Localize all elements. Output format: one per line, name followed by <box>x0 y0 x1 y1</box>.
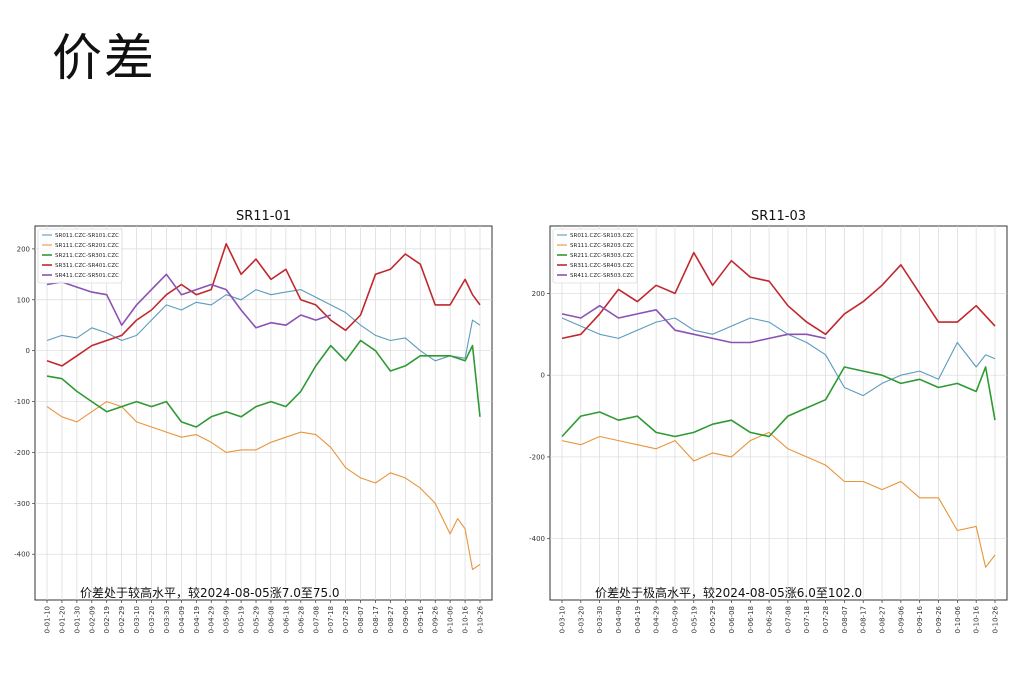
x-tick-label: 0-05-09 <box>223 606 231 633</box>
chart-legend: SR011.CZC-SR101.CZC SR111.CZC-SR201.CZC SR… <box>37 228 123 284</box>
y-tick-label: 100 <box>17 296 30 304</box>
y-tick-label: -300 <box>14 500 30 508</box>
x-tick-label: 0-10-06 <box>954 605 962 633</box>
legend-label: SR411.CZC-SR503.CZC <box>570 273 634 279</box>
series-line-4 <box>46 243 481 367</box>
x-tick-label: 0-07-28 <box>342 606 350 633</box>
legend-label: SR111.CZC-SR203.CZC <box>570 243 634 249</box>
x-tick-label: 0-10-16 <box>462 605 470 633</box>
x-tick-label: 0-05-19 <box>238 606 246 633</box>
x-tick-label: 0-09-06 <box>402 605 410 633</box>
x-tick-label: 0-03-10 <box>559 606 567 633</box>
legend-label: SR211.CZC-SR301.CZC <box>55 253 119 259</box>
x-tick-label: 0-09-26 <box>432 605 440 633</box>
x-tick-label: 0-09-16 <box>417 605 425 633</box>
legend-label: SR311.CZC-SR403.CZC <box>570 263 634 269</box>
x-tick-label: 0-04-19 <box>193 606 201 633</box>
x-tick-label: 0-07-18 <box>803 606 811 633</box>
y-tick-label: -100 <box>14 398 30 406</box>
x-tick-label: 0-08-27 <box>879 606 887 633</box>
x-tick-label: 0-05-09 <box>671 606 679 633</box>
x-tick-label: 0-06-28 <box>297 606 305 633</box>
y-tick-label: -200 <box>14 449 30 457</box>
x-tick-label: 0-07-28 <box>822 606 830 633</box>
y-tick-label: -200 <box>529 453 545 461</box>
chart-sr11-01: SR11-01 0-01-10 0-01-20 0-01-30 0-02-09 0-02-… <box>10 200 510 676</box>
chart-annotation: 价差处于较高水平，较2024-08-05涨7.0至75.0 <box>80 585 340 600</box>
x-tick-label: 0-09-16 <box>916 605 924 633</box>
y-tick-label: 200 <box>17 245 30 253</box>
chart-sr11-03-svg: SR11-03 0-03-10 0-03-20 0-03-30 0-04-09 0-04-… <box>529 209 1008 633</box>
x-tick-label: 0-02-29 <box>118 606 126 633</box>
x-tick-label: 0-01-10 <box>44 606 52 633</box>
x-tick-label: 0-03-10 <box>133 606 141 633</box>
legend-box <box>552 228 638 284</box>
chart-legend: SR011.CZC-SR103.CZC SR111.CZC-SR203.CZC SR… <box>552 228 638 284</box>
legend-box <box>37 228 123 284</box>
chart-sr11-03: SR11-03 0-03-10 0-03-20 0-03-30 0-04-09 0-04-… <box>525 200 1025 676</box>
y-tick-label: 0 <box>541 372 545 380</box>
x-tick-label: 0-02-19 <box>103 606 111 633</box>
x-tick-label: 0-03-20 <box>577 606 585 633</box>
x-tick-label: 0-06-18 <box>747 606 755 633</box>
x-tick-label: 0-08-07 <box>357 606 365 633</box>
x-tick-label: 0-08-17 <box>372 606 380 633</box>
chart-title: SR11-01 <box>236 209 291 224</box>
x-tick-label: 0-09-06 <box>897 605 905 633</box>
x-tick-label: 0-06-28 <box>766 606 774 633</box>
y-tick-label: 0 <box>26 347 30 355</box>
y-tick-label: 200 <box>532 290 545 298</box>
x-tick-label: 0-08-07 <box>841 606 849 633</box>
x-tick-label: 0-04-09 <box>178 606 186 633</box>
x-tick-label: 0-10-06 <box>447 605 455 633</box>
series-line-5 <box>46 273 331 329</box>
x-tick-label: 0-08-27 <box>387 606 395 633</box>
plot-frame <box>34 225 493 601</box>
x-tick-label: 0-10-26 <box>477 605 485 633</box>
x-tick-label: 0-06-08 <box>728 606 736 633</box>
legend-label: SR311.CZC-SR401.CZC <box>55 263 119 269</box>
x-tick-label: 0-10-16 <box>973 605 981 633</box>
legend-label: SR111.CZC-SR201.CZC <box>55 243 119 249</box>
x-tick-label: 0-03-30 <box>596 606 604 633</box>
series-line-4 <box>561 251 996 340</box>
x-tick-label: 0-04-19 <box>634 606 642 633</box>
plot-frame <box>549 225 1008 601</box>
x-tick-label: 0-08-17 <box>860 606 868 633</box>
legend-label: SR211.CZC-SR303.CZC <box>570 253 634 259</box>
x-tick-label: 0-05-29 <box>253 606 261 633</box>
chart-sr11-01-svg: SR11-01 0-01-10 0-01-20 0-01-30 0-02-09 0-02-… <box>14 209 493 633</box>
x-tick-label: 0-03-20 <box>148 606 156 633</box>
x-tick-label: 0-04-09 <box>615 606 623 633</box>
series-line-2 <box>46 401 481 571</box>
series-line-2 <box>561 431 996 568</box>
legend-label: SR411.CZC-SR501.CZC <box>55 273 119 279</box>
y-tick-label: -400 <box>529 535 545 543</box>
x-tick-label: 0-07-18 <box>327 606 335 633</box>
x-tick-label: 0-01-20 <box>58 606 66 633</box>
series-line-3 <box>561 366 996 438</box>
x-tick-label: 0-09-26 <box>935 605 943 633</box>
x-tick-label: 0-04-29 <box>653 606 661 633</box>
x-tick-label: 0-10-26 <box>992 605 1000 633</box>
series-line-3 <box>46 339 481 428</box>
x-tick-label: 0-02-09 <box>88 606 96 633</box>
x-tick-label: 0-05-29 <box>709 606 717 633</box>
x-tick-label: 0-03-30 <box>163 606 171 633</box>
x-tick-label: 0-01-30 <box>73 606 81 633</box>
legend-label: SR011.CZC-SR101.CZC <box>55 233 119 239</box>
chart-annotation: 价差处于极高水平，较2024-08-05涨6.0至102.0 <box>595 585 862 600</box>
y-tick-label: -400 <box>14 551 30 559</box>
x-tick-label: 0-07-08 <box>312 606 320 633</box>
series-line-1 <box>46 289 481 362</box>
chart-title: SR11-03 <box>751 209 806 224</box>
x-tick-label: 0-07-08 <box>784 606 792 633</box>
x-tick-label: 0-04-29 <box>208 606 216 633</box>
x-tick-label: 0-06-18 <box>282 606 290 633</box>
page-title: 价差 <box>52 29 156 87</box>
series-line-5 <box>561 304 826 344</box>
x-tick-label: 0-05-19 <box>690 606 698 633</box>
legend-label: SR011.CZC-SR103.CZC <box>570 233 634 239</box>
x-tick-label: 0-06-08 <box>267 606 275 633</box>
